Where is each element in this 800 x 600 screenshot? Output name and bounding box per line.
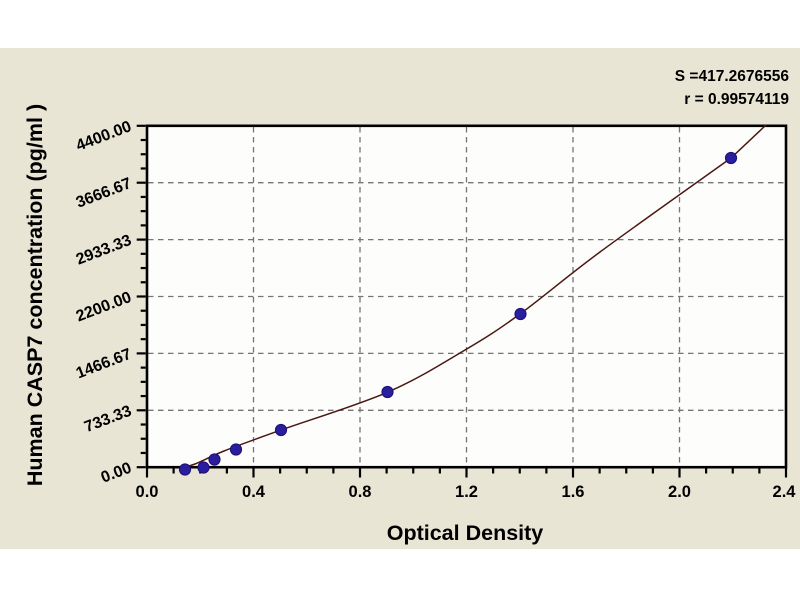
svg-text:0.00: 0.00 (99, 460, 134, 487)
svg-text:0.0: 0.0 (136, 483, 159, 501)
svg-text:733.33: 733.33 (82, 403, 134, 436)
svg-text:2933.33: 2933.33 (74, 232, 134, 269)
svg-text:1.2: 1.2 (455, 483, 478, 501)
svg-text:2.0: 2.0 (668, 483, 691, 501)
svg-text:S =417.2676556: S =417.2676556 (675, 68, 790, 85)
svg-text:2.4: 2.4 (773, 483, 797, 501)
svg-text:0.4: 0.4 (242, 483, 266, 501)
svg-text:1466.67: 1466.67 (74, 346, 134, 383)
svg-text:4400.00: 4400.00 (74, 118, 134, 155)
svg-text:2200.00: 2200.00 (74, 289, 134, 326)
svg-text:Optical Density: Optical Density (387, 521, 544, 545)
svg-text:1.6: 1.6 (562, 483, 585, 501)
svg-text:3666.67: 3666.67 (74, 175, 134, 212)
svg-text:0.8: 0.8 (349, 483, 372, 501)
svg-text:r = 0.99574119: r = 0.99574119 (684, 91, 789, 108)
svg-text:Human CASP7 concentration (pg/: Human CASP7 concentration (pg/ml ) (23, 104, 47, 486)
